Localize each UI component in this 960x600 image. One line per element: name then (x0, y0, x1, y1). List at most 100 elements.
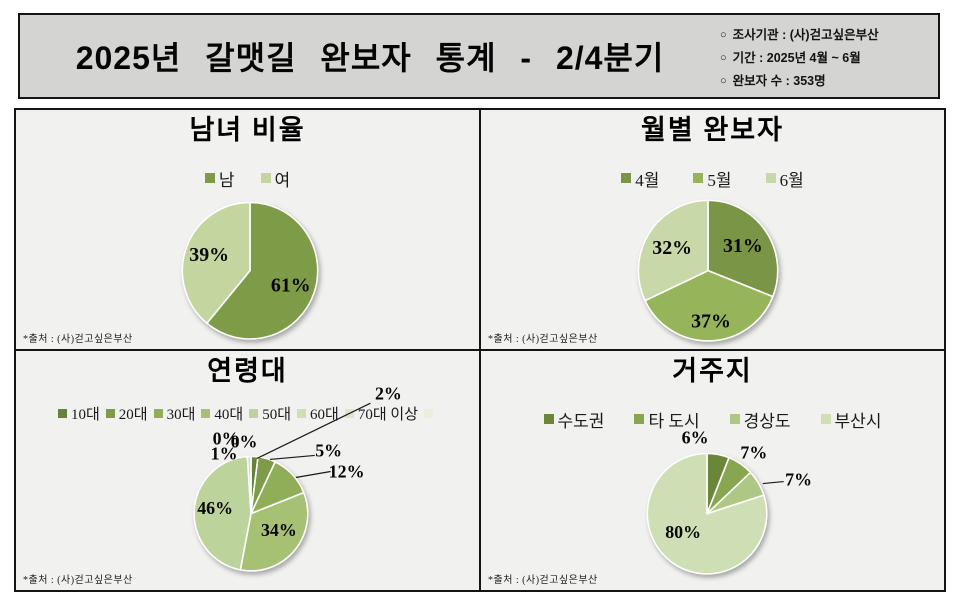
legend-swatch-icon (621, 173, 632, 184)
legend-swatch-icon (543, 414, 554, 425)
legend-swatch-icon (105, 408, 115, 418)
pie-value-label: 7% (740, 443, 767, 463)
chart-legend-monthly: 4월 5월 6월 (481, 166, 944, 191)
pie-slice (706, 456, 752, 515)
legend-label: 6월 (779, 170, 804, 190)
pie-slice (646, 452, 768, 575)
legend-item: 50대 (249, 403, 291, 424)
source-note: *출처 : (사)걷고싶은부산 (488, 334, 598, 345)
legend-item: 4월 (621, 166, 659, 191)
chart-legend-residence: 수도권 타 도시 경상도 부산시 (481, 407, 944, 432)
label-leader-line (295, 470, 331, 479)
legend-label: 10대 (70, 406, 100, 423)
legend-item: 부산시 (820, 407, 882, 432)
legend-item: 20대 (105, 403, 148, 424)
pie-value-label: 0% (213, 428, 240, 448)
page-title: 2025년 갈맷길 완보자 통계 - 2/4분기 (75, 40, 665, 76)
legend-item: 여 (260, 166, 291, 191)
pie-value-label: 39% (189, 244, 229, 266)
source-note: *출처 : (사)걷고싶은부산 (23, 334, 133, 345)
legend-item: 70대 이상 (344, 403, 419, 424)
legend-label: 60대 (310, 406, 339, 423)
info-item-agency: ○ 조사기관 : (사)걷고싶은부산 (720, 24, 932, 47)
legend-swatch-icon (57, 408, 67, 418)
legend-item: 남 (204, 166, 235, 191)
legend-item: 타 도시 (634, 407, 700, 432)
pie-value-label: 34% (261, 520, 297, 540)
info-item-period: ○ 기간 : 2025년 4월 ~ 6월 (720, 47, 932, 70)
chart-panel-age-groups: 연령대 10대 20대 30대 40대 50대 60대 70대 이상 2% 5% 12% 34% 4… (16, 351, 479, 590)
header-bar: 2025년 갈맷길 완보자 통계 - 2/4분기 ○ 조사기관 : (사)걷고싶… (18, 13, 940, 99)
legend-label: 남 (218, 170, 235, 190)
legend-label: 경상도 (743, 411, 791, 431)
pie-value-label: 1% (211, 444, 238, 464)
legend-label: 부산시 (834, 411, 882, 431)
pie-slice (246, 455, 252, 515)
legend-label: 20대 (118, 406, 148, 423)
legend-item: 5월 (693, 166, 732, 191)
circle-bullet-icon: ○ (720, 75, 727, 87)
legend-label: 타 도시 (648, 411, 700, 431)
legend-swatch-icon (260, 173, 271, 184)
circle-bullet-icon: ○ (720, 52, 727, 64)
source-note: *출처 : (사)걷고싶은부산 (23, 575, 133, 586)
pie-slice (707, 199, 779, 298)
chart-title-gender: 남녀 비율 (189, 115, 306, 145)
survey-info-list: ○ 조사기관 : (사)걷고싶은부산 ○ 기간 : 2025년 4월 ~ 6월 … (720, 15, 938, 97)
legend-swatch-icon (424, 408, 434, 418)
pie-body (193, 455, 309, 572)
legend-label: 50대 (262, 406, 292, 423)
legend-label: 여 (274, 170, 291, 190)
pie-value-label: 46% (197, 498, 233, 518)
legend-swatch-icon (204, 173, 215, 184)
legend-label: 70대 이상 (357, 406, 419, 423)
pie-chart-residence: 6%7%7%80% (646, 427, 812, 575)
legend-item: 40대 (201, 403, 243, 424)
legend-swatch-icon (693, 173, 704, 184)
legend-swatch-icon (201, 408, 211, 418)
pie-slice (181, 201, 251, 325)
pie-slice (706, 452, 730, 515)
legend-swatch-icon (297, 408, 307, 418)
chart-title-age: 연령대 (207, 356, 288, 386)
legend-swatch-icon (765, 173, 776, 184)
info-item-period-text: 기간 : 2025년 4월 ~ 6월 (732, 51, 861, 65)
circle-bullet-icon: ○ (720, 29, 727, 41)
pie-value-label: 32% (652, 237, 692, 259)
label-leader-line (762, 480, 784, 485)
legend-swatch-icon (249, 408, 259, 418)
legend-item (424, 408, 437, 418)
chart-panel-residence: 거주지 수도권 타 도시 경상도 부산시 6% 7% 7% 80% *출처 : (사)걷고싶… (481, 351, 944, 590)
chart-legend-age: 10대 20대 30대 40대 50대 60대 70대 이상 (16, 403, 479, 424)
pie-slice (637, 199, 709, 302)
pie-slice (206, 201, 319, 340)
legend-label: 5월 (707, 170, 732, 190)
pie-slice (706, 471, 765, 515)
pie-slice (250, 456, 276, 515)
legend-label: 40대 (214, 406, 244, 423)
title-area: 2025년 갈맷길 완보자 통계 - 2/4분기 (20, 15, 720, 97)
chart-title-residence: 거주지 (672, 356, 753, 386)
pie-slice (193, 455, 252, 571)
info-item-agency-text: 조사기관 : (사)걷고싶은부산 (732, 28, 879, 42)
pie-chart-age: 2%5%12%34%46%1%0%0% (193, 383, 402, 572)
pie-chart-gender: 61% 39% (181, 201, 319, 340)
legend-label: 수도권 (557, 411, 605, 431)
legend-swatch-icon (729, 414, 740, 425)
pie-body (646, 452, 768, 575)
legend-swatch-icon (153, 408, 163, 418)
legend-item: 수도권 (543, 407, 605, 432)
legend-swatch-icon (634, 414, 645, 425)
legend-swatch-icon (344, 408, 354, 418)
legend-swatch-icon (820, 414, 831, 425)
legend-label: 4월 (635, 170, 660, 190)
label-leader-line (269, 454, 315, 461)
pie-body (181, 201, 319, 340)
pie-slice (250, 461, 305, 515)
pie-chart-monthly: 31% 37% 32% (637, 199, 779, 342)
pie-value-label: 0% (231, 431, 258, 451)
info-item-count-text: 완보자 수 : 353명 (732, 74, 826, 88)
